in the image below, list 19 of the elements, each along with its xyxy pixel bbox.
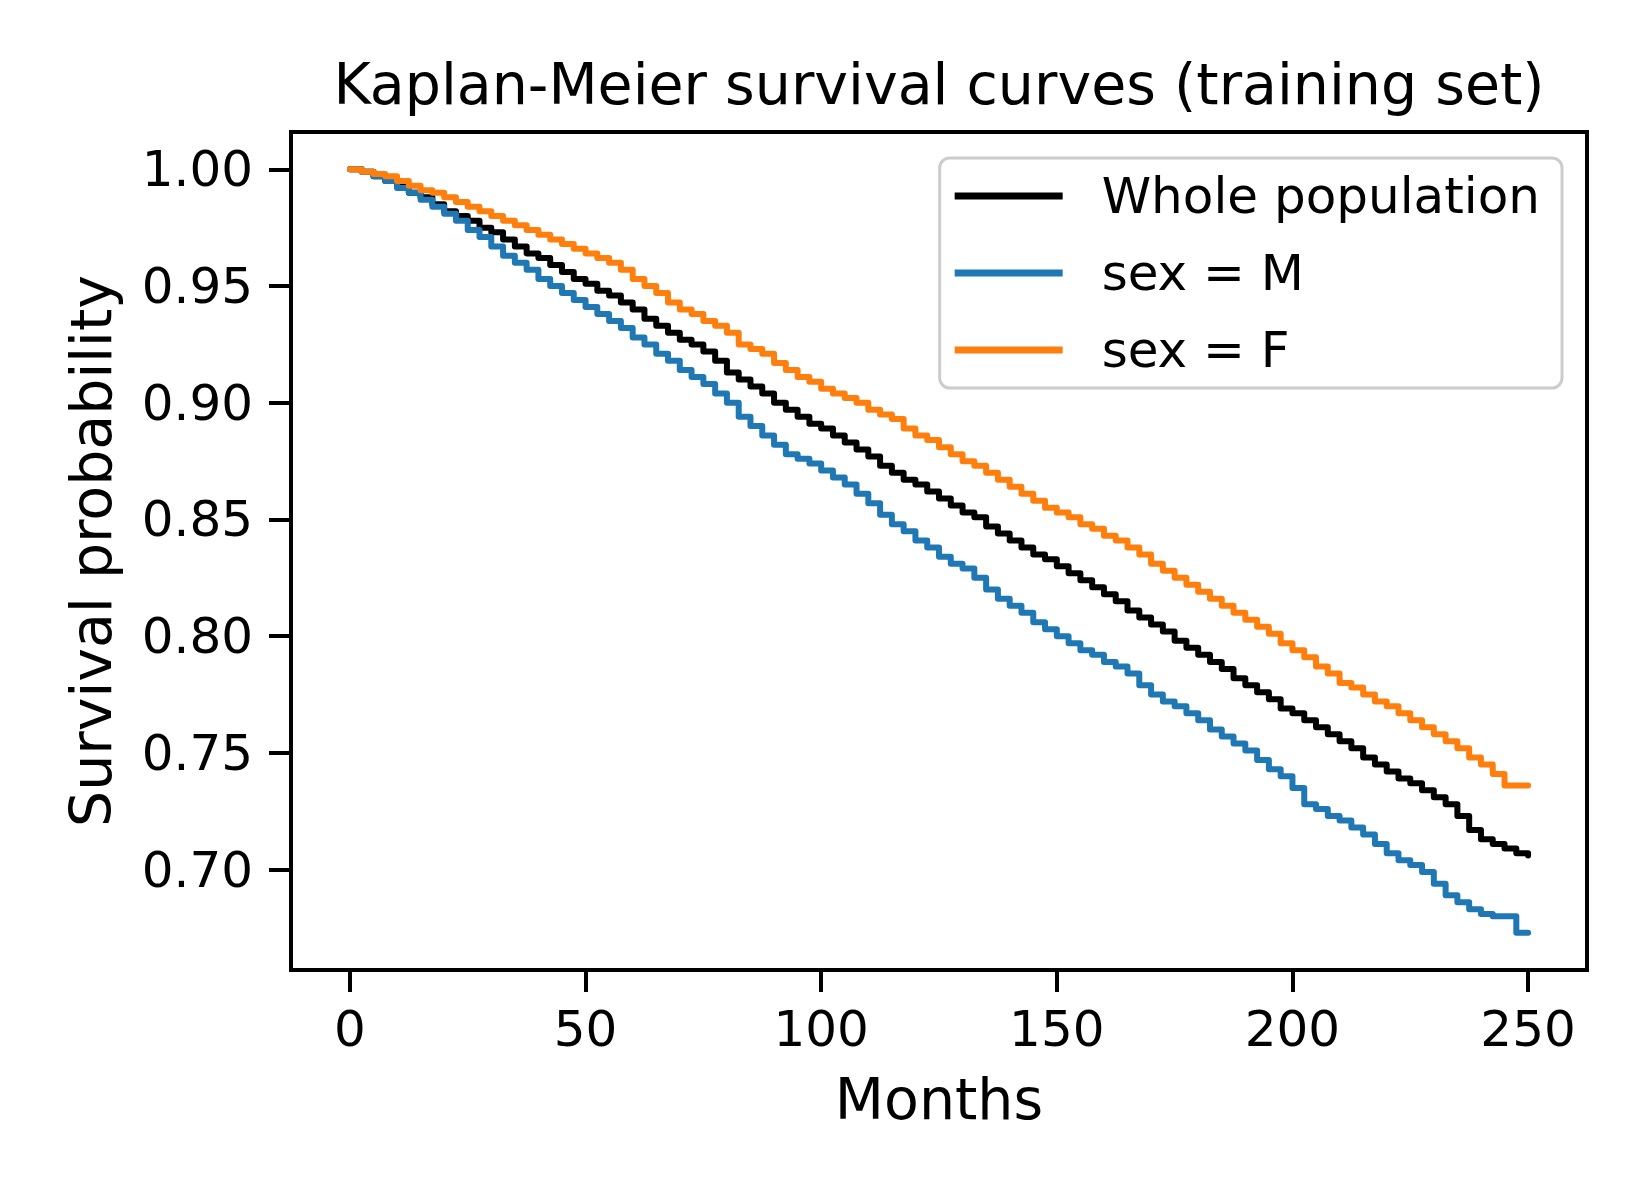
x-tick-label: 0 (334, 1000, 366, 1058)
x-tick-label: 100 (773, 1000, 869, 1058)
y-tick-label: 0.85 (141, 490, 253, 549)
legend-label: Whole population (1101, 167, 1541, 225)
x-tick-label: 250 (1480, 1000, 1576, 1058)
y-tick-label: 0.90 (141, 373, 253, 432)
x-axis-title: Months (834, 1065, 1044, 1132)
legend-label: sex = F (1101, 321, 1290, 379)
x-tick-label: 150 (1009, 1000, 1105, 1058)
chart-title: Kaplan-Meier survival curves (training set) (333, 50, 1545, 117)
x-tick-label: 50 (553, 1000, 618, 1058)
x-tick-label: 200 (1244, 1000, 1341, 1058)
y-axis-title: Survival probability (57, 274, 124, 828)
legend-label: sex = M (1101, 244, 1305, 302)
y-tick-label: 0.80 (141, 607, 253, 666)
y-tick-label: 0.95 (141, 257, 253, 316)
y-tick-label: 0.70 (141, 840, 253, 899)
y-tick-label: 1.00 (141, 140, 253, 199)
y-tick-label: 0.75 (141, 723, 253, 782)
